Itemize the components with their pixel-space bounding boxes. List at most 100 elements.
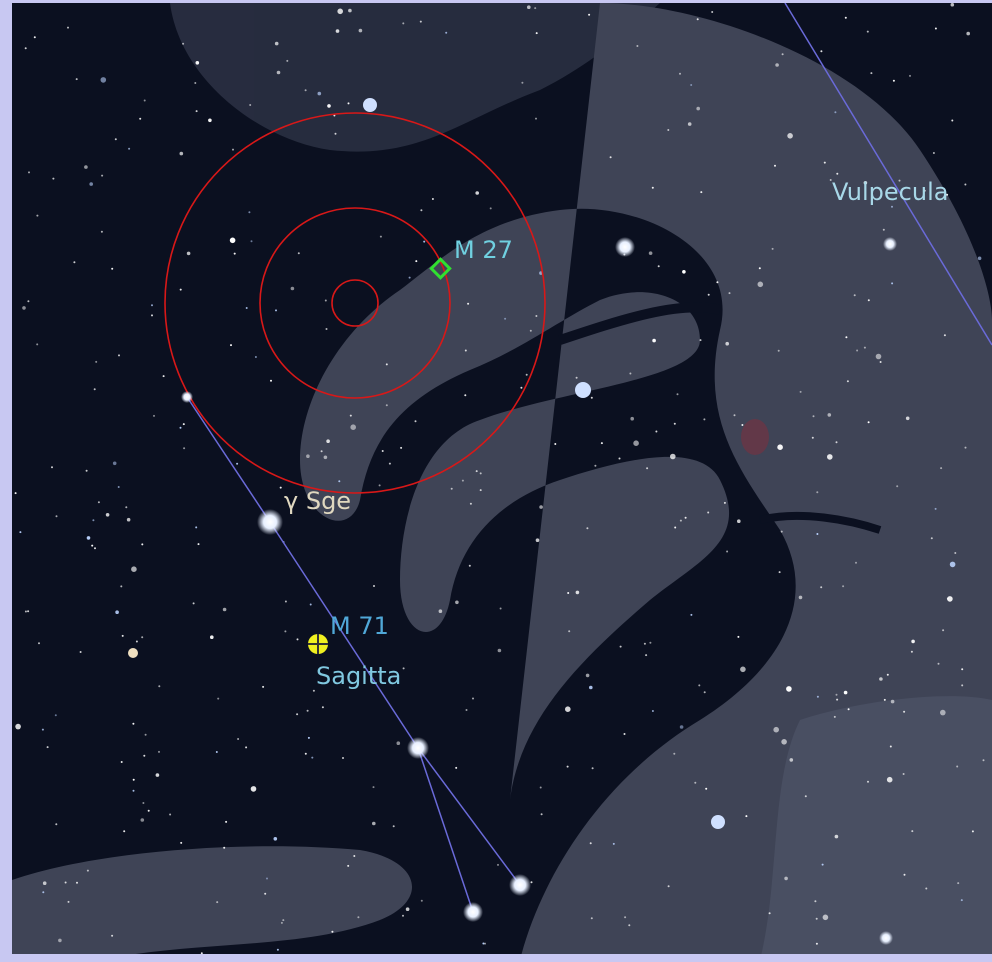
star xyxy=(590,842,592,844)
star xyxy=(94,388,96,390)
star xyxy=(680,520,682,522)
star xyxy=(420,21,422,23)
star xyxy=(828,413,832,417)
star xyxy=(911,640,915,644)
star xyxy=(856,350,858,352)
star xyxy=(25,47,27,49)
star xyxy=(467,303,469,305)
star xyxy=(163,375,165,377)
star xyxy=(521,82,523,84)
star xyxy=(880,361,882,363)
star xyxy=(337,9,343,15)
star xyxy=(251,240,253,242)
star xyxy=(534,7,536,9)
star xyxy=(652,339,656,343)
star xyxy=(115,610,119,614)
star xyxy=(944,334,946,336)
star xyxy=(380,236,382,238)
star xyxy=(321,450,323,452)
star xyxy=(274,837,278,841)
star xyxy=(56,515,58,517)
star xyxy=(591,917,593,919)
star xyxy=(277,71,281,75)
star xyxy=(911,651,913,653)
star xyxy=(823,915,829,921)
star xyxy=(230,344,232,346)
star xyxy=(415,260,417,262)
star xyxy=(644,643,646,645)
star xyxy=(931,537,933,539)
star xyxy=(101,231,103,233)
star xyxy=(925,888,927,890)
star xyxy=(935,28,937,30)
star xyxy=(476,470,478,472)
star xyxy=(633,440,639,446)
star xyxy=(372,822,376,826)
star xyxy=(950,562,956,568)
star xyxy=(951,3,955,7)
star xyxy=(567,766,569,768)
star xyxy=(820,586,822,588)
star xyxy=(47,746,49,748)
star xyxy=(630,417,634,421)
star xyxy=(890,746,892,748)
star xyxy=(262,686,264,688)
star xyxy=(373,786,375,788)
star xyxy=(144,100,146,102)
star xyxy=(67,27,69,29)
star xyxy=(568,630,570,632)
star xyxy=(782,53,784,55)
star xyxy=(883,237,897,251)
star xyxy=(624,733,626,735)
star xyxy=(462,480,464,482)
star xyxy=(133,790,135,792)
star xyxy=(870,72,872,74)
star xyxy=(94,547,96,549)
star xyxy=(326,439,330,443)
star xyxy=(297,638,299,640)
star xyxy=(407,737,429,759)
star xyxy=(439,609,443,613)
star xyxy=(591,397,593,399)
star xyxy=(867,781,869,783)
star xyxy=(904,874,906,876)
star xyxy=(194,82,196,84)
star xyxy=(509,874,531,896)
star xyxy=(359,29,363,33)
star xyxy=(567,592,569,594)
star xyxy=(896,485,898,487)
star xyxy=(855,562,857,564)
star xyxy=(842,585,844,587)
star xyxy=(834,111,836,113)
star xyxy=(106,513,110,517)
star xyxy=(734,414,736,416)
star xyxy=(772,248,774,250)
star xyxy=(182,43,184,45)
star xyxy=(76,78,78,80)
star xyxy=(594,465,596,467)
star xyxy=(306,454,310,458)
star xyxy=(95,361,97,363)
star xyxy=(879,931,893,945)
star xyxy=(690,614,692,616)
star xyxy=(868,299,870,301)
star xyxy=(87,536,91,540)
star xyxy=(275,42,279,46)
star xyxy=(318,92,322,96)
star xyxy=(464,394,466,396)
star xyxy=(325,300,327,302)
star xyxy=(101,77,107,83)
star xyxy=(774,165,776,167)
star xyxy=(887,674,889,676)
star xyxy=(257,509,283,535)
star xyxy=(291,287,295,291)
star xyxy=(151,304,153,306)
star xyxy=(576,377,578,379)
star xyxy=(181,391,193,403)
star xyxy=(196,110,198,112)
star xyxy=(133,779,135,781)
star xyxy=(883,229,885,231)
star xyxy=(210,635,214,639)
star xyxy=(824,162,826,164)
star xyxy=(667,129,669,131)
